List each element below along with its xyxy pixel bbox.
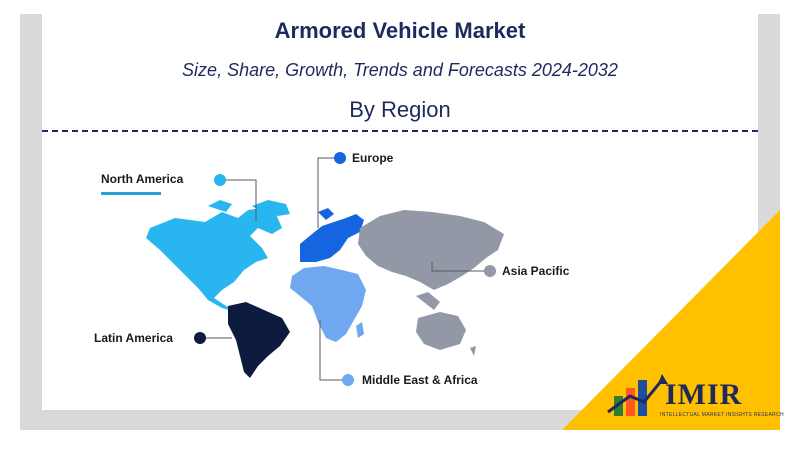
connector-lines [200, 157, 490, 381]
label-asia-pacific: Asia Pacific [502, 264, 570, 278]
dashed-divider [42, 130, 758, 132]
section-title: By Region [349, 97, 451, 122]
label-north-america: North America [101, 172, 184, 186]
dot-europe [334, 152, 346, 164]
mea-shape [290, 266, 366, 342]
page-title: Armored Vehicle Market [274, 18, 526, 43]
page-subtitle: Size, Share, Growth, Trends and Forecast… [182, 60, 618, 80]
dot-latin-america [194, 332, 206, 344]
latin-america-shape [228, 302, 290, 378]
north-america-shape [146, 200, 290, 312]
dot-north-america [214, 174, 226, 186]
logo-wordmark: IMIR [665, 378, 743, 411]
label-latin-america: Latin America [94, 331, 173, 345]
logo-tagline: INTELLECTUAL MARKET INSIGHTS RESEARCH [660, 412, 784, 418]
north-america-underline [101, 192, 161, 195]
corner-accent [562, 210, 780, 430]
europe-shape [300, 208, 364, 262]
label-europe: Europe [352, 151, 394, 165]
logo-chart-icon [607, 374, 668, 416]
dot-asia-pacific [484, 265, 496, 277]
label-middle-east-africa: Middle East & Africa [362, 373, 478, 387]
dot-middle-east-africa [342, 374, 354, 386]
asia-pacific-shape [358, 210, 504, 356]
